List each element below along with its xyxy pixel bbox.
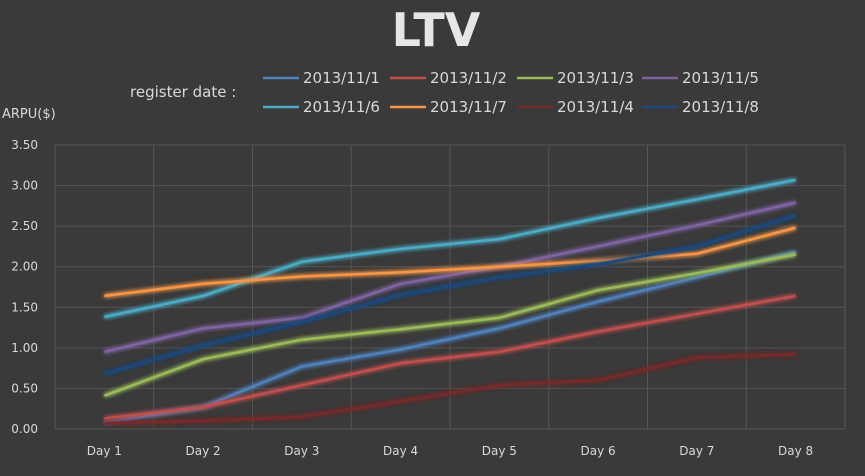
series-line-2013-11-8 [104,214,796,376]
x-tick-label: Day 2 [186,444,221,458]
series-line-2013-11-7 [104,226,796,298]
y-axis-ticks: 0.00 0.50 1.00 1.50 2.00 2.50 3.00 3.50 [11,138,38,436]
y-tick-label: 0.50 [11,381,38,395]
chart-title: LTV [392,3,481,57]
x-tick-label: Day 4 [383,444,418,458]
y-tick-label: 1.00 [11,341,38,355]
series-line-2013-11-4 [104,353,796,425]
legend-label: 2013/11/5 [682,69,759,87]
x-axis-ticks: Day 1 Day 2 Day 3 Day 4 Day 5 Day 6 Day 7 Day 8 [87,444,813,458]
legend: 2013/11/1 2013/11/2 2013/11/3 2013/11/5 2013… [263,69,759,116]
series-line-2013-11-1 [104,250,796,424]
y-tick-label: 3.00 [11,179,38,193]
legend-label: 2013/11/3 [557,69,634,87]
legend-title: register date : [130,83,236,101]
series-line-2013-11-3 [103,253,796,397]
x-tick-label: Day 6 [581,444,616,458]
series-line-2013-11-6 [104,178,796,319]
legend-label: 2013/11/6 [303,98,380,116]
x-tick-label: Day 7 [679,444,714,458]
legend-label: 2013/11/8 [682,98,759,116]
series-lines [103,178,796,425]
y-tick-label: 2.50 [11,219,38,233]
y-axis-label: ARPU($) [2,107,56,122]
y-tick-label: 3.50 [11,138,38,152]
legend-label: 2013/11/2 [430,69,507,87]
legend-label: 2013/11/7 [430,98,507,116]
x-tick-label: Day 3 [284,444,319,458]
y-tick-label: 1.50 [11,300,38,314]
series-line-2013-11-2 [104,294,796,420]
y-tick-label: 2.00 [11,260,38,274]
legend-label: 2013/11/1 [303,69,380,87]
x-tick-label: Day 5 [482,444,517,458]
x-tick-label: Day 8 [778,444,813,458]
series-line-2013-11-5 [104,201,796,354]
y-tick-label: 0.00 [11,422,38,436]
x-tick-label: Day 1 [87,444,122,458]
legend-label: 2013/11/4 [557,98,634,116]
